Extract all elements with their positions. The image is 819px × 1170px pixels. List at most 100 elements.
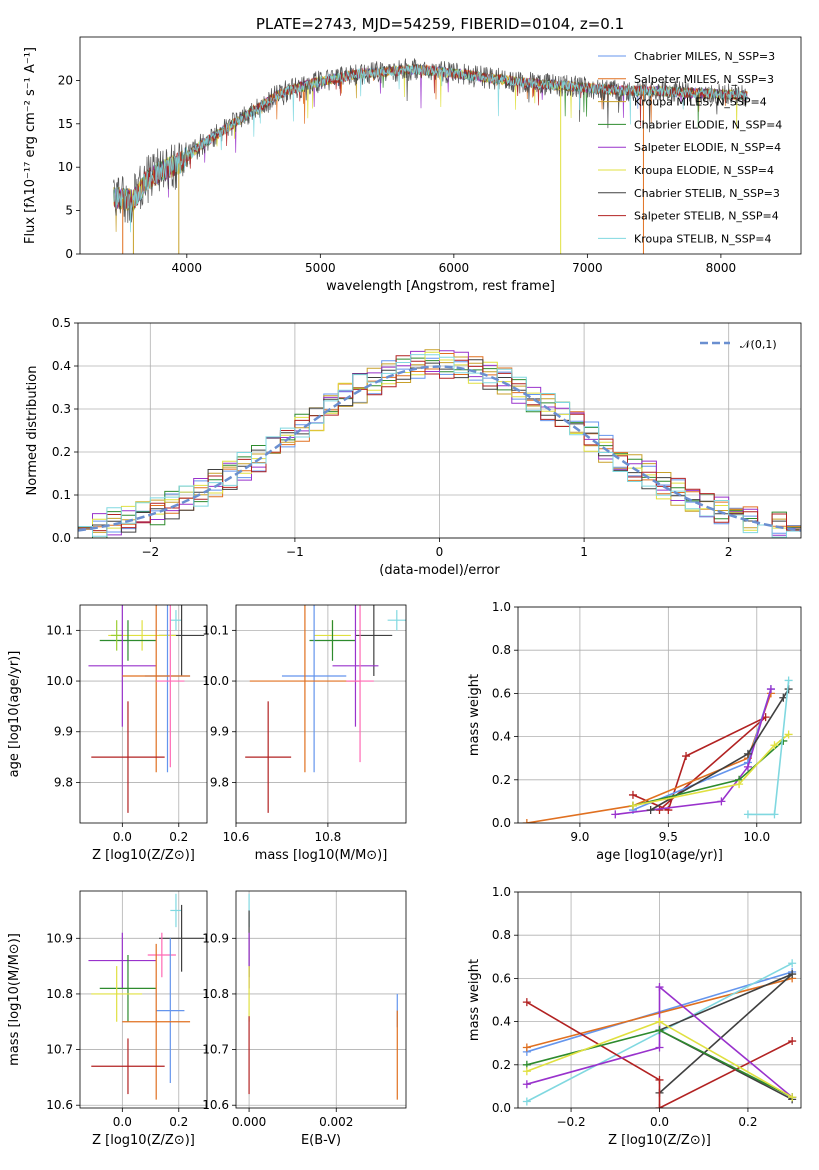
x-axis-label: (data-model)/error (379, 563, 500, 578)
chart-z-weight: −0.2 0.0 0.2 0.0 0.2 0.4 0.6 0.8 1.0 Z [log10(Z/Z… (467, 885, 802, 1148)
histogram-step (78, 354, 801, 538)
x-axis-label: Z [log10(Z/Z⊙)] (608, 1133, 711, 1148)
data-point (170, 893, 182, 928)
x-tick-label: −0.2 (556, 1115, 585, 1129)
y-tick-label: 0.4 (492, 1015, 511, 1029)
plot-area (78, 349, 801, 538)
y-axis-label: age [log10(age/yr)] (7, 651, 22, 778)
weight-marker (770, 810, 779, 819)
y-tick-label: 15 (58, 117, 73, 131)
data-point (91, 1038, 165, 1095)
data-point (147, 932, 176, 978)
axes-frame (235, 890, 407, 1109)
data-point (281, 605, 347, 773)
weight-marker (655, 1075, 664, 1084)
data-point (309, 620, 356, 661)
legend-label: Salpeter STELIB, N_SSP=4 (634, 210, 779, 223)
data-point (111, 620, 123, 651)
chart-age-weight: 9.0 9.5 10.0 0.0 0.2 0.4 0.6 0.8 1.0 age [log10(a… (467, 600, 802, 863)
data-point (332, 605, 379, 727)
y-axis-label: Normed distribution (25, 366, 40, 496)
x-axis-label: Z [log10(Z/Z⊙)] (92, 1133, 195, 1148)
x-axis-label: age [log10(age/yr)] (596, 848, 723, 863)
y-tick-label: 0.0 (492, 816, 511, 830)
data-point (99, 620, 157, 661)
legend: Chabrier MILES, N_SSP=3 Salpeter MILES, N… (598, 50, 782, 245)
plot-area (522, 676, 793, 823)
data-point (91, 701, 165, 813)
y-tick-label: 10.9 (202, 931, 229, 945)
data-point (91, 966, 143, 1022)
data-point (88, 932, 157, 989)
y-tick-label: 0.1 (52, 488, 71, 502)
weight-marker (646, 806, 655, 815)
data-point (245, 701, 292, 813)
y-tick-label: 10.0 (46, 674, 73, 688)
axes-frame (77, 322, 802, 539)
x-tick-label: 5000 (305, 261, 336, 275)
legend-label: Chabrier STELIB, N_SSP=3 (634, 187, 780, 200)
weight-marker (743, 762, 752, 771)
y-tick-label: 0.4 (492, 730, 511, 744)
y-tick-label: 10.1 (202, 623, 229, 637)
weight-marker (784, 730, 793, 739)
weight-line (632, 733, 790, 807)
data-point (122, 943, 191, 1100)
legend-label: Salpeter MILES, N_SSP=3 (634, 73, 774, 86)
x-tick-label: 10.8 (315, 830, 342, 844)
x-tick-label: 6000 (439, 261, 470, 275)
x-tick-label: 0.2 (738, 1115, 757, 1129)
weight-line (526, 985, 793, 1098)
y-tick-label: 10 (58, 160, 73, 174)
weight-marker (655, 1026, 664, 1035)
axes-frame (79, 890, 208, 1109)
axes-frame (517, 891, 802, 1109)
y-tick-label: 5 (65, 204, 73, 218)
y-tick-label: 1.0 (492, 600, 511, 614)
y-tick-label: 0 (65, 247, 73, 261)
x-tick-label: −1 (286, 545, 304, 559)
legend-label: Chabrier MILES, N_SSP=3 (634, 50, 775, 63)
y-tick-label: 0.6 (492, 971, 511, 985)
x-tick-label: 9.0 (570, 830, 589, 844)
weight-marker (717, 797, 726, 806)
y-axis-label: Flux [fλ10⁻¹⁷ erg cm⁻² s⁻¹ A⁻¹] (23, 47, 38, 244)
histogram-step (78, 355, 801, 532)
chart-spectrum: 4000 5000 6000 7000 8000 0 5 10 15 20 wavelength [… (23, 36, 802, 294)
plot-area (522, 959, 797, 1108)
y-tick-label: 10.7 (202, 1043, 229, 1057)
weight-marker (743, 810, 752, 819)
legend-label: Kroupa MILES, N_SSP=4 (634, 96, 767, 109)
plot-area (88, 893, 205, 1100)
legend-label: Kroupa ELODIE, N_SSP=4 (634, 164, 774, 177)
x-tick-label: 2 (725, 545, 733, 559)
plot-area (113, 58, 748, 254)
y-tick-label: 9.9 (54, 725, 73, 739)
x-axis-label: mass [log10(M/M⊙)] (255, 848, 388, 863)
weight-marker (655, 1104, 664, 1108)
weight-marker (743, 749, 752, 758)
y-tick-label: 9.9 (210, 725, 229, 739)
y-tick-label: 0.8 (492, 643, 511, 657)
normal-curve (78, 365, 801, 532)
y-tick-label: 1.0 (492, 885, 511, 899)
x-tick-label: −2 (141, 545, 159, 559)
y-axis-label: mass weight (467, 674, 482, 756)
y-tick-label: 10.1 (46, 623, 73, 637)
weight-marker (522, 819, 531, 823)
legend-label: Salpeter ELODIE, N_SSP=4 (634, 141, 781, 154)
data-point (387, 610, 406, 631)
y-axis-label: mass weight (467, 959, 482, 1041)
x-tick-label: 4000 (172, 261, 203, 275)
y-tick-label: 10.6 (46, 1098, 73, 1112)
weight-marker (766, 685, 775, 694)
weight-marker (522, 998, 531, 1007)
x-tick-label: 0.0 (650, 1115, 669, 1129)
x-tick-label: 8000 (706, 261, 737, 275)
y-tick-label: 0.4 (52, 359, 71, 373)
x-tick-label: 9.5 (659, 830, 678, 844)
weight-marker (784, 676, 793, 685)
chart-z-age: 0.0 0.2 9.8 9.9 10.0 10.1 Z [log10(Z/Z⊙)] age [… (7, 604, 208, 863)
plot-area (245, 605, 406, 813)
data-point (156, 938, 185, 1083)
